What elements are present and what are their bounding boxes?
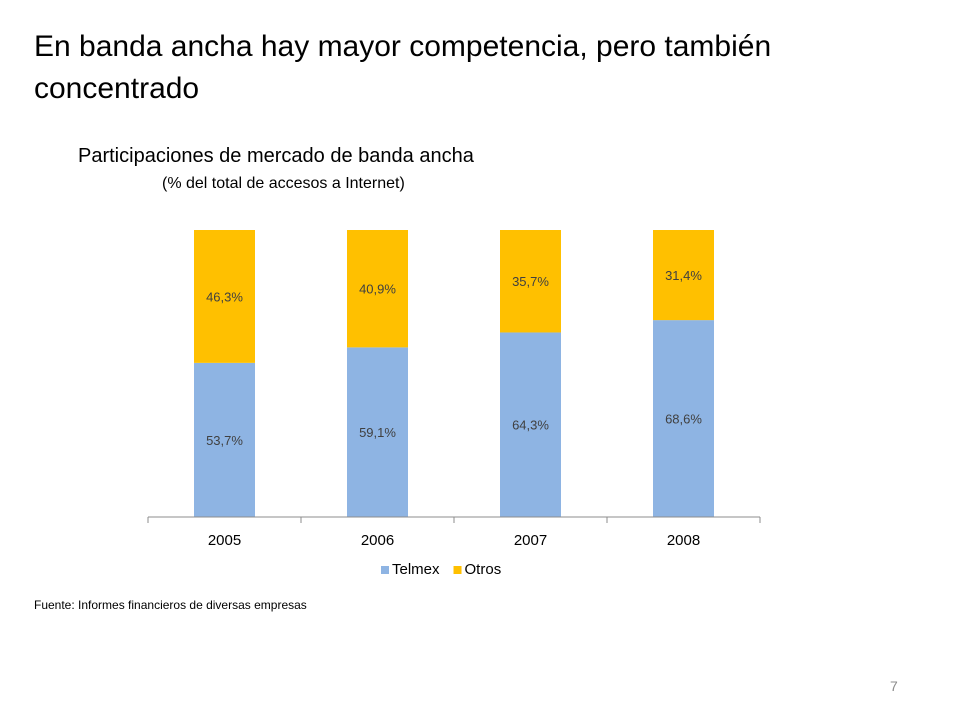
source-note: Fuente: Informes financieros de diversas… <box>34 598 307 612</box>
x-tick-label-2005: 2005 <box>208 532 241 549</box>
legend-swatch-telmex <box>381 566 389 574</box>
bar-otros-2008 <box>653 230 714 321</box>
stacked-bar-chart: 53,7% 46,3% 59,1% 40,9% 64,3% 35,7% 68,6% 31,4%… <box>147 230 761 578</box>
data-label-telmex-2005: 53,7% <box>206 433 243 448</box>
bar-telmex-2007 <box>500 332 561 517</box>
x-tick-label-2006: 2006 <box>361 532 394 549</box>
bar-telmex-2008 <box>653 320 714 517</box>
chart-title: Participaciones de mercado de banda anch… <box>78 145 474 167</box>
legend-label-telmex: Telmex <box>392 561 440 578</box>
data-label-otros-2005: 46,3% <box>206 289 243 304</box>
legend-swatch-otros <box>453 566 462 574</box>
data-label-telmex-2007: 64,3% <box>512 418 549 433</box>
bar-otros-2005 <box>194 230 255 363</box>
data-label-telmex-2008: 68,6% <box>665 412 702 427</box>
bar-telmex-2006 <box>347 347 408 517</box>
x-tick-label-2007: 2007 <box>514 532 547 549</box>
slide-title: En banda ancha hay mayor competencia, pe… <box>34 30 772 105</box>
bar-otros-2007 <box>500 230 561 333</box>
data-label-otros-2008: 31,4% <box>665 268 702 283</box>
legend-label-otros: Otros <box>465 561 502 578</box>
page-number: 7 <box>890 678 898 694</box>
x-tick-label-2008: 2008 <box>667 532 700 549</box>
data-label-otros-2006: 40,9% <box>359 282 396 297</box>
data-label-telmex-2006: 59,1% <box>359 425 396 440</box>
bar-otros-2006 <box>347 230 408 348</box>
chart-subtitle: (% del total de accesos a Internet) <box>162 175 405 192</box>
data-label-otros-2007: 35,7% <box>512 274 549 289</box>
bar-telmex-2005 <box>194 362 255 517</box>
